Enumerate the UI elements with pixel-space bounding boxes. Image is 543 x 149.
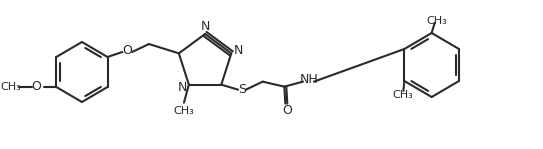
Text: N: N	[233, 44, 243, 57]
Text: CH₃: CH₃	[1, 82, 21, 92]
Text: N: N	[177, 81, 187, 94]
Text: CH₃: CH₃	[426, 16, 447, 26]
Text: O: O	[282, 104, 292, 117]
Text: CH₃: CH₃	[392, 90, 413, 100]
Text: S: S	[238, 83, 246, 96]
Text: O: O	[122, 45, 132, 58]
Text: NH: NH	[300, 73, 318, 86]
Text: CH₃: CH₃	[174, 106, 194, 116]
Text: O: O	[31, 80, 42, 94]
Text: N: N	[200, 21, 210, 34]
